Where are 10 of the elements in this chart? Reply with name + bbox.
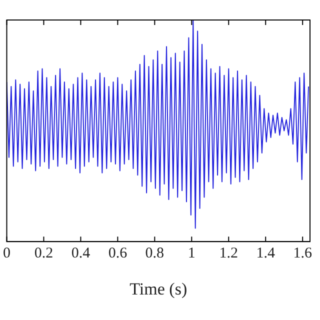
- x-tick-label: 1.2: [219, 246, 238, 262]
- x-tick-label: 0: [3, 246, 10, 262]
- x-tick-label: 0.2: [34, 246, 54, 262]
- x-tick-label: 1.6: [293, 246, 312, 262]
- x-axis-title: Time (s): [130, 279, 188, 298]
- x-tick-label: 0.8: [145, 246, 164, 262]
- x-tick-label: 1.4: [256, 246, 276, 262]
- x-tick-label: 0.6: [108, 246, 128, 262]
- x-tick-label: 0.4: [71, 246, 91, 262]
- x-tick-label: 1: [188, 246, 196, 262]
